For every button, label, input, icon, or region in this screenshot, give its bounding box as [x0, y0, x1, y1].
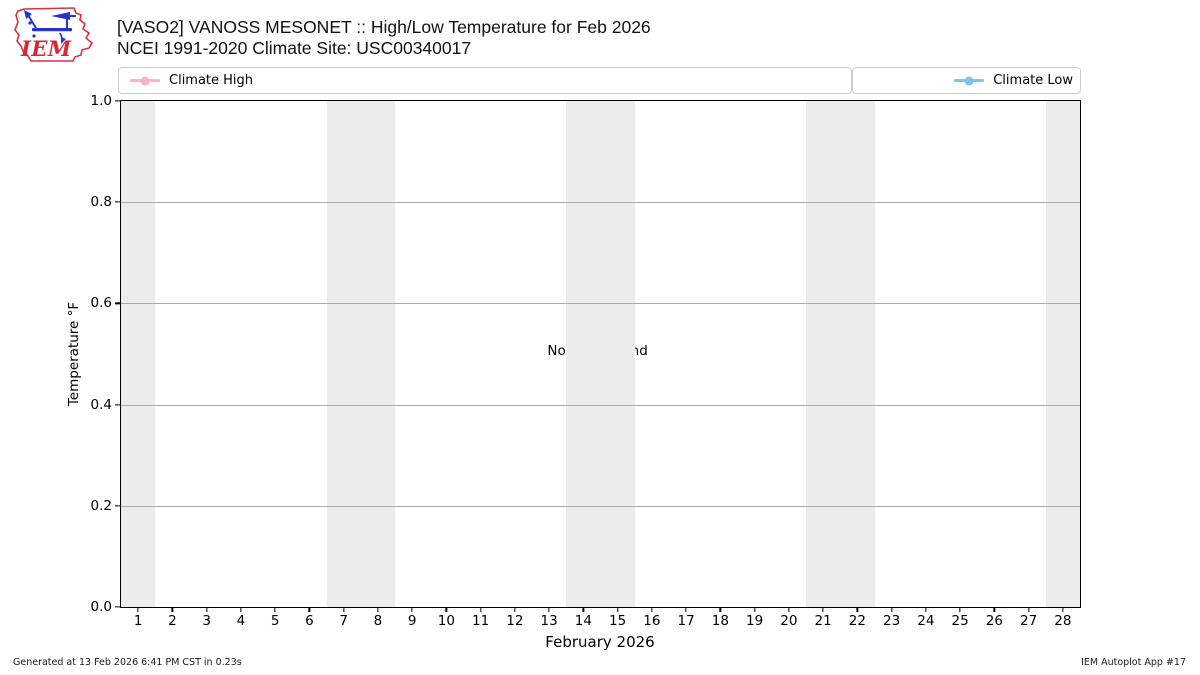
x-tick-mark [479, 607, 482, 612]
y-tick-mark [115, 100, 121, 102]
x-tick-label: 5 [270, 613, 280, 629]
x-tick-mark [788, 607, 790, 612]
legend-label-climate-high: Climate High [169, 73, 254, 88]
x-tick-label: 24 [917, 613, 935, 629]
x-tick-mark [890, 607, 893, 612]
x-axis-title: February 2026 [545, 633, 655, 651]
weekend-band [121, 101, 156, 607]
x-tick-mark [925, 607, 927, 612]
y-tick-label: 0.8 [90, 194, 112, 211]
weather-vane-icon [24, 10, 76, 44]
x-tick-label: 20 [780, 613, 798, 629]
x-tick-label: 18 [711, 613, 729, 629]
x-tick-label: 28 [1054, 613, 1072, 629]
chart-subtitle: NCEI 1991-2020 Climate Site: USC00340017 [117, 38, 472, 58]
y-tick-mark [115, 302, 121, 305]
x-tick-label: 3 [202, 613, 211, 629]
weekend-band [326, 101, 395, 607]
x-tick-mark [274, 607, 276, 612]
y-gridline [121, 303, 1080, 305]
x-tick-label: 16 [643, 613, 661, 629]
x-tick-mark [171, 607, 174, 612]
x-tick-label: 9 [407, 613, 417, 629]
weekend-band [806, 101, 875, 607]
y-gridline [121, 202, 1080, 204]
x-tick-label: 25 [951, 613, 969, 629]
x-tick-mark [856, 607, 859, 612]
legend-climate-high: Climate High [118, 67, 852, 94]
x-tick-mark [411, 607, 413, 612]
x-tick-mark [308, 607, 311, 612]
y-tick-mark [115, 606, 121, 608]
x-tick-label: 4 [236, 613, 246, 629]
x-tick-mark [582, 607, 585, 612]
y-tick-label: 0.2 [90, 497, 112, 514]
x-tick-mark [616, 607, 619, 612]
y-gridline [121, 404, 1080, 406]
climate-high-marker-icon [130, 76, 160, 86]
climate-low-marker-icon [954, 76, 985, 86]
y-tick-label: 1.0 [90, 93, 112, 109]
x-tick-label: 7 [339, 613, 348, 629]
y-tick-label: 0.4 [90, 396, 112, 413]
app-credit-text: IEM Autoplot App #17 [1081, 657, 1186, 668]
x-tick-mark [205, 607, 208, 612]
x-tick-label: 22 [848, 613, 866, 629]
x-tick-label: 2 [168, 613, 177, 629]
x-tick-mark [1027, 607, 1030, 612]
x-tick-mark [959, 607, 961, 612]
y-axis-title: Temperature °F [66, 301, 82, 407]
x-tick-label: 1 [133, 613, 143, 629]
x-tick-mark [719, 607, 722, 612]
x-tick-mark [822, 607, 824, 612]
y-tick-mark [115, 201, 121, 203]
x-tick-mark [445, 607, 448, 612]
x-tick-label: 14 [574, 613, 592, 629]
legend-climate-low: Climate Low [852, 67, 1081, 94]
y-gridline [121, 505, 1080, 507]
y-tick-mark [115, 505, 121, 507]
x-tick-mark [685, 607, 687, 612]
x-tick-label: 15 [609, 613, 627, 629]
plot-area: No Data Found 0.00.20.40.60.81.012345678… [91, 93, 1081, 629]
y-tick-mark [115, 403, 121, 406]
iowa-outline-icon [14, 7, 94, 62]
x-tick-label: 19 [746, 613, 764, 629]
x-tick-label: 11 [472, 613, 490, 629]
x-tick-mark [548, 607, 550, 612]
x-tick-label: 21 [814, 613, 832, 629]
x-tick-mark [137, 607, 139, 612]
y-tick-label: 0.0 [90, 599, 112, 615]
x-tick-mark [514, 607, 516, 612]
x-tick-label: 13 [540, 613, 558, 629]
x-tick-mark [1062, 607, 1064, 612]
x-tick-mark [240, 607, 242, 612]
x-tick-label: 8 [373, 613, 383, 629]
iem-logo: IEM [14, 7, 94, 62]
x-tick-label: 10 [437, 613, 455, 629]
x-tick-mark [377, 607, 379, 612]
chart-title: [VASO2] VANOSS MESONET :: High/Low Tempe… [117, 17, 651, 37]
x-tick-mark [651, 607, 653, 612]
legend-label-climate-low: Climate Low [993, 73, 1073, 88]
x-tick-label: 26 [985, 613, 1003, 629]
x-tick-label: 17 [677, 613, 695, 629]
x-tick-mark [753, 607, 756, 612]
x-tick-label: 12 [506, 613, 524, 629]
x-tick-label: 23 [883, 613, 901, 629]
iem-logo-text: IEM [20, 36, 72, 61]
x-tick-mark [993, 607, 996, 612]
generated-at-text: Generated at 13 Feb 2026 6:41 PM CST in … [13, 657, 242, 668]
x-tick-label: 6 [305, 613, 314, 629]
x-tick-mark [342, 607, 345, 612]
weekend-band [1045, 101, 1080, 607]
weekend-band [566, 101, 635, 607]
y-tick-label: 0.6 [90, 295, 112, 312]
x-tick-label: 27 [1020, 613, 1038, 629]
